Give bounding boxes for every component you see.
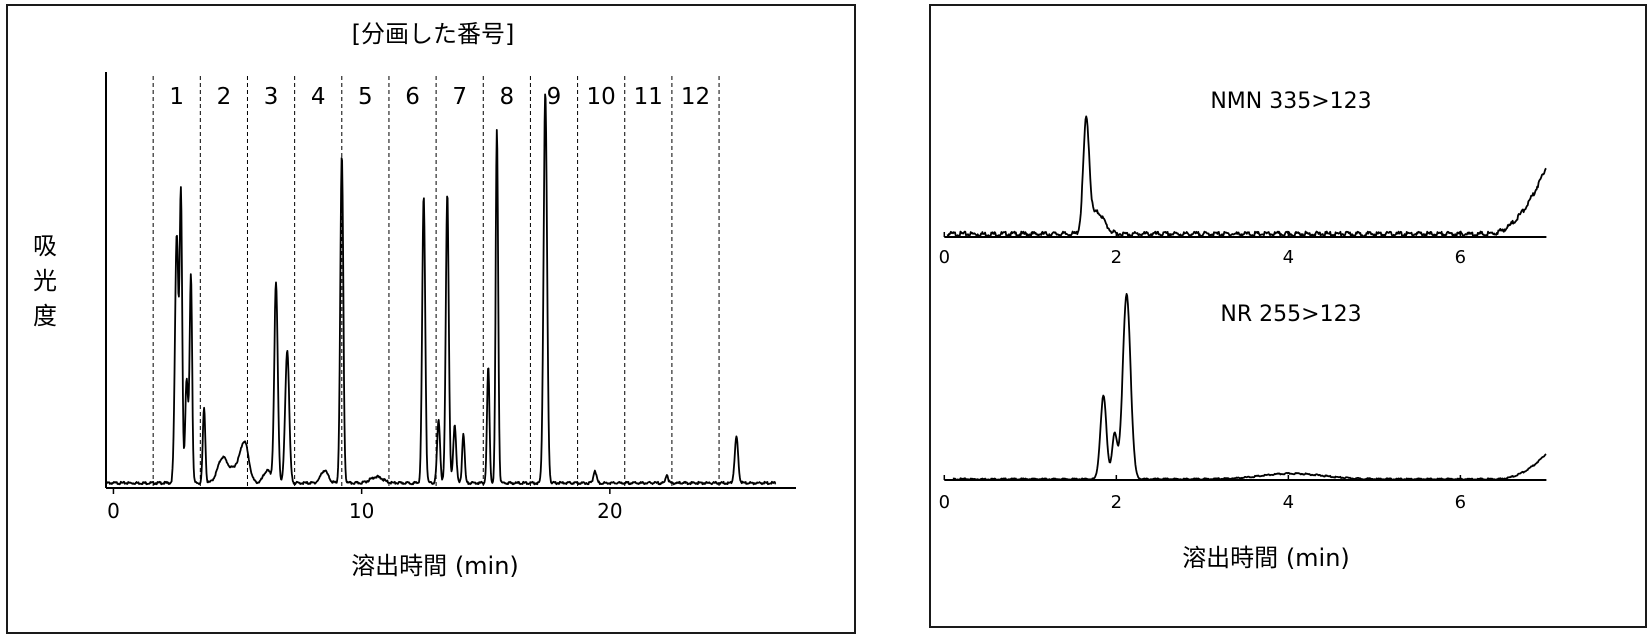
nr-x-tick-label-0: 0: [939, 492, 950, 513]
x-tick-label-10: 10: [349, 499, 374, 523]
nr-x-tick-label-4: 4: [1283, 492, 1294, 513]
nr-trace-label: NR 255>123: [1220, 302, 1361, 327]
x-tick-label-20: 20: [597, 499, 622, 523]
nmn-x-tick-label-6: 6: [1455, 247, 1466, 268]
lcms-chart: NMN 335>123 0 2 4 6 NR 255>123 0 2 4 6 溶出時間 (min): [939, 89, 1547, 572]
fraction-label-7: 7: [452, 84, 467, 110]
fraction-label-5: 5: [358, 84, 373, 110]
nr-series-trace: [952, 293, 1547, 481]
fraction-label-12: 12: [681, 84, 710, 110]
nmn-series-trace: [946, 115, 1547, 238]
fraction-label-4: 4: [311, 84, 326, 110]
series-absorbance-trace: [105, 93, 777, 486]
fraction-label-11: 11: [634, 84, 663, 110]
nmn-x-tick-label-4: 4: [1283, 247, 1294, 268]
y-axis-label-char-2: 光: [33, 267, 57, 295]
fraction-label-6: 6: [405, 84, 420, 110]
y-axis-label-char-1: 吸: [33, 232, 57, 260]
fractionation-chart-panel: [分画した番号] 1 2 3 4 5 6 7 8 9 10 11 12 0 10 20 溶出時間 (min) 吸光…: [6, 4, 856, 634]
fraction-label-8: 8: [500, 84, 515, 110]
x-axis-label: 溶出時間 (min): [351, 552, 519, 580]
fraction-label-3: 3: [264, 84, 279, 110]
y-axis-label-char-3: 度: [33, 302, 57, 330]
nmn-trace-label: NMN 335>123: [1210, 89, 1371, 114]
fraction-label-1: 1: [169, 84, 184, 110]
fraction-label-2: 2: [217, 84, 232, 110]
x-axis-label: 溶出時間 (min): [1182, 544, 1350, 572]
nr-x-tick-label-2: 2: [1111, 492, 1122, 513]
x-tick-label-0: 0: [107, 499, 120, 523]
lcms-chart-panel: NMN 335>123 0 2 4 6 NR 255>123 0 2 4 6 溶出時間 (min): [929, 4, 1647, 628]
chart-title: [分画した番号]: [352, 20, 515, 48]
nr-x-tick-label-6: 6: [1455, 492, 1466, 513]
nmn-x-tick-label-0: 0: [939, 247, 950, 268]
fraction-label-10: 10: [587, 84, 616, 110]
nmn-x-tick-label-2: 2: [1111, 247, 1122, 268]
fraction-label-9: 9: [547, 84, 562, 110]
